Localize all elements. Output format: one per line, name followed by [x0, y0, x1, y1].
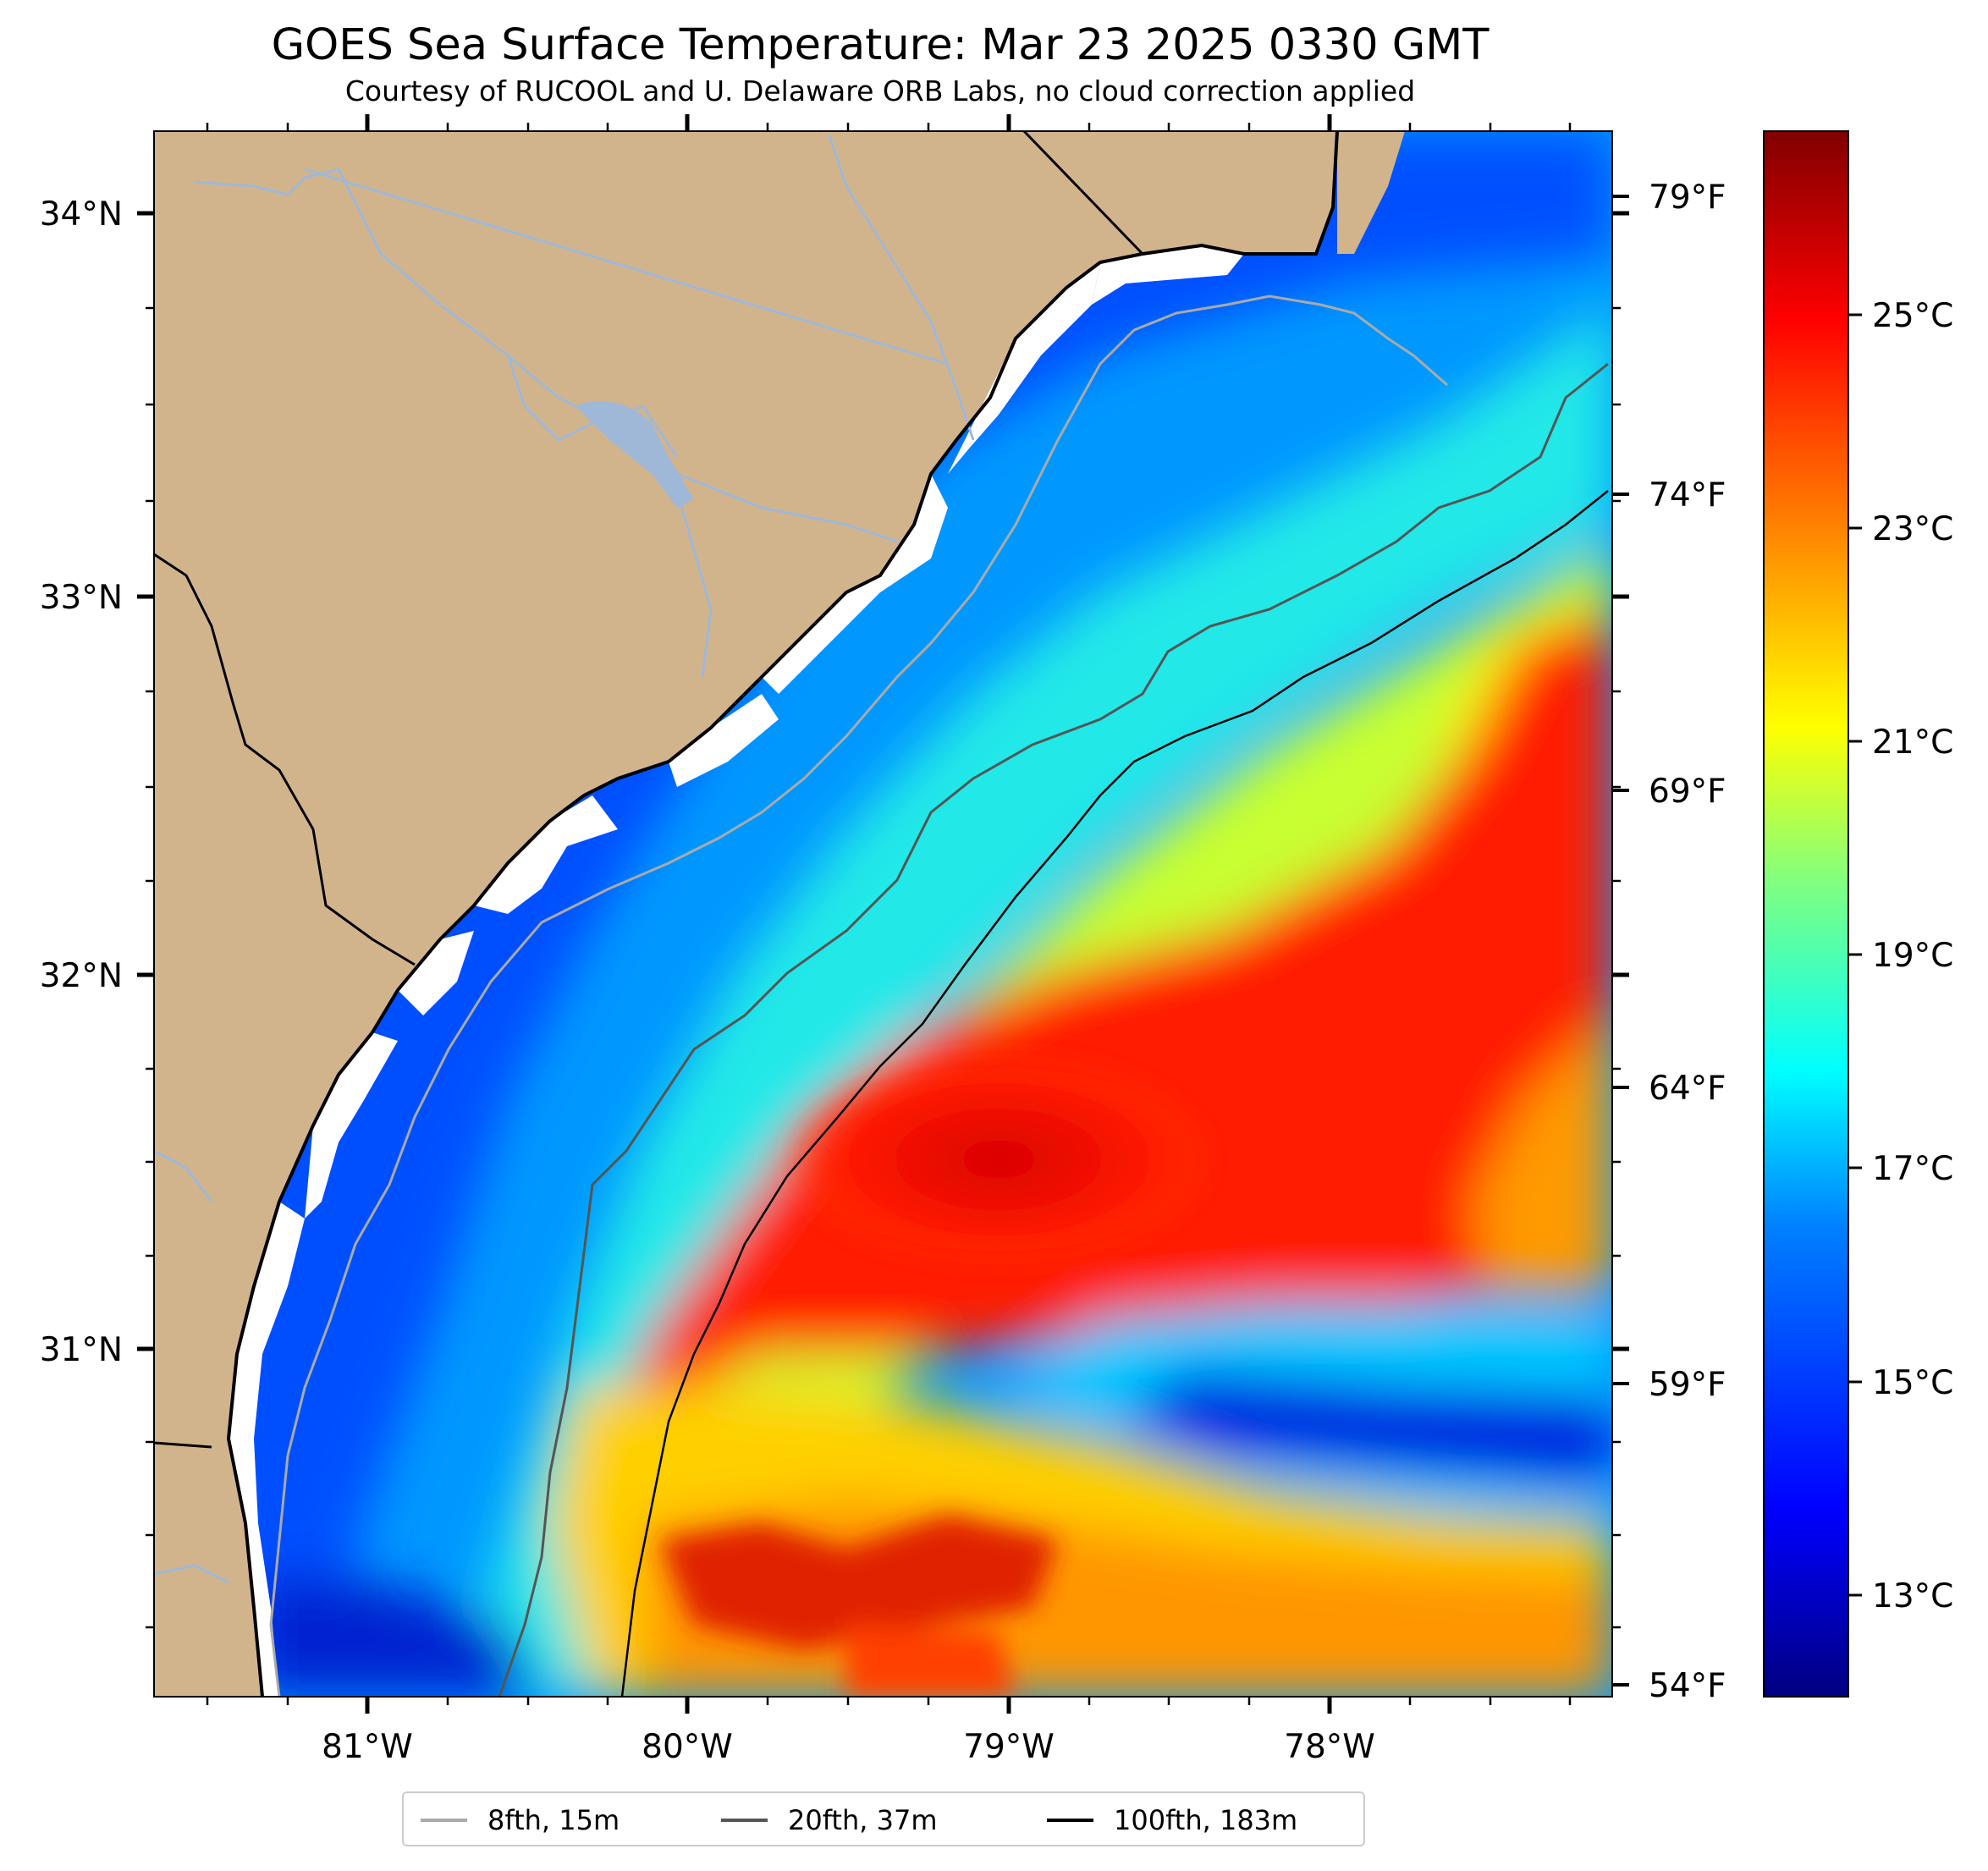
lon-label-80: 80°W: [642, 1728, 733, 1766]
celsius-label-19: 19°C: [1872, 937, 1953, 975]
lon-label-81: 81°W: [322, 1728, 413, 1766]
fahrenheit-label-74: 74°F: [1649, 476, 1726, 515]
legend-label-100fth: 100fth, 183m: [1114, 1804, 1298, 1836]
state-borders: [154, 131, 1144, 1449]
fahrenheit-label-54: 54°F: [1649, 1667, 1726, 1705]
legend-label-20fth: 20fth, 37m: [788, 1804, 938, 1836]
legend-item-8fth: 8fth, 15m: [421, 1803, 620, 1837]
nearshore-gap: [229, 245, 1244, 1697]
lat-label-34: 34°N: [40, 195, 123, 234]
legend-item-100fth: 100fth, 183m: [1047, 1803, 1297, 1837]
fahrenheit-label-59: 59°F: [1649, 1366, 1726, 1404]
celsius-label-21: 21°C: [1872, 724, 1953, 762]
fahrenheit-label-79: 79°F: [1649, 179, 1726, 217]
map-frame: [153, 130, 1613, 1698]
legend-item-20fth: 20fth, 37m: [721, 1803, 937, 1837]
map-title: GOES Sea Surface Temperature: Mar 23 202…: [271, 20, 1490, 70]
coastline: [226, 131, 1339, 1697]
celsius-label-15: 15°C: [1872, 1364, 1953, 1402]
celsius-label-25: 25°C: [1872, 297, 1953, 335]
celsius-label-13: 13°C: [1872, 1577, 1953, 1615]
contour-legend: 8fth, 15m 20fth, 37m 100fth, 183m: [402, 1791, 1365, 1846]
bathymetry-contours: [269, 294, 1609, 1697]
legend-line-20fth: [721, 1819, 768, 1822]
lon-label-78: 78°W: [1284, 1728, 1375, 1766]
fahrenheit-ticks: [1612, 195, 1629, 1687]
land-mass: [154, 131, 1405, 1697]
lat-label-32: 32°N: [40, 957, 123, 995]
celsius-ticks: [1848, 313, 1862, 1597]
fahrenheit-label-64: 64°F: [1649, 1070, 1726, 1108]
lon-major-ticks: [365, 114, 1332, 1714]
map-subtitle: Courtesy of RUCOOL and U. Delaware ORB L…: [344, 74, 1416, 107]
legend-line-100fth: [1047, 1819, 1093, 1822]
colorbar: [1763, 130, 1849, 1698]
legend-line-8fth: [421, 1819, 467, 1822]
fahrenheit-label-69: 69°F: [1649, 773, 1726, 811]
lat-label-31: 31°N: [40, 1331, 123, 1369]
minor-ticks: [146, 123, 1621, 1705]
lake-marion: [575, 401, 694, 508]
celsius-label-23: 23°C: [1872, 510, 1953, 548]
lat-label-33: 33°N: [40, 579, 123, 617]
celsius-label-17: 17°C: [1872, 1150, 1953, 1188]
lat-major-ticks: [137, 211, 1629, 1351]
lon-label-79: 79°W: [963, 1728, 1055, 1766]
legend-label-8fth: 8fth, 15m: [487, 1804, 620, 1836]
